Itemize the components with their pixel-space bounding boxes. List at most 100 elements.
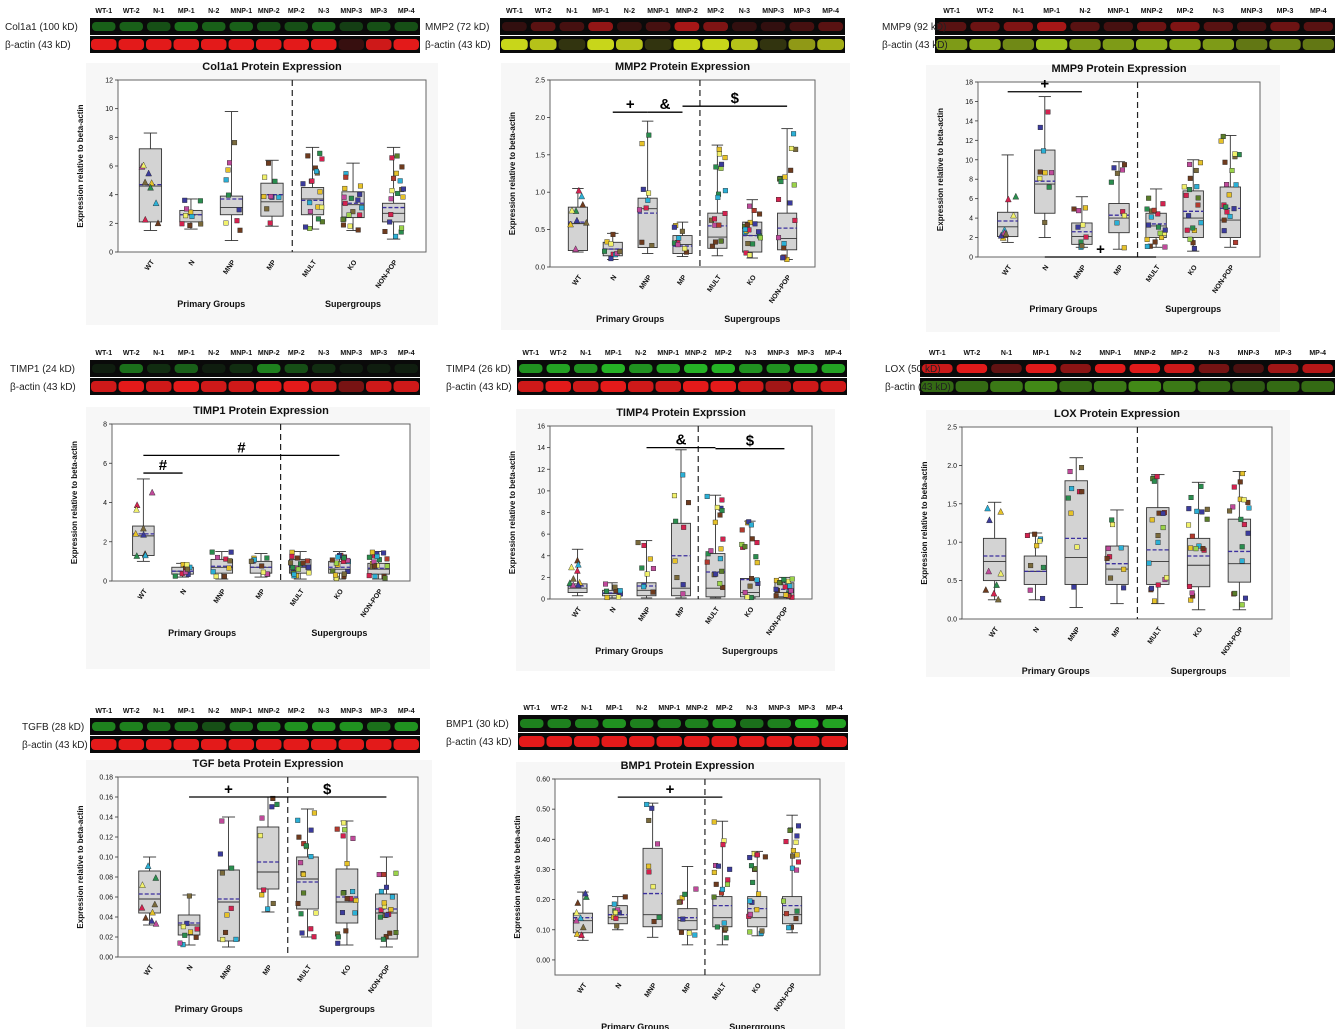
y-tick-label: 2 (541, 575, 545, 582)
blot-band (1303, 22, 1333, 31)
primary-groups-label: Primary Groups (168, 628, 236, 638)
data-point (617, 588, 623, 594)
data-point (644, 801, 650, 807)
blot-label: LOX (50 kD) (885, 364, 941, 375)
blot-band (656, 364, 680, 373)
data-point (1155, 582, 1161, 588)
lane-label: WT-1 (95, 350, 112, 357)
data-point (680, 582, 686, 588)
y-tick-label: 0.0 (535, 265, 545, 272)
actin-band (283, 739, 309, 750)
actin-band (393, 39, 419, 50)
data-point (679, 228, 685, 234)
data-point (721, 920, 727, 926)
y-tick-label: 4 (969, 216, 973, 223)
data-point (393, 930, 399, 936)
box-iqr (256, 826, 280, 890)
data-point (341, 571, 347, 577)
blot-band (202, 22, 226, 31)
data-point (1227, 213, 1233, 219)
data-point (1065, 495, 1071, 501)
data-point (693, 886, 699, 892)
data-point (602, 248, 608, 254)
actin-band (558, 39, 586, 50)
lane-label: MNP-3 (340, 708, 362, 715)
data-point (573, 908, 580, 916)
data-point (1160, 201, 1166, 207)
blot-band (1233, 364, 1264, 373)
data-point (304, 558, 310, 564)
data-point (641, 584, 647, 590)
data-point (1245, 530, 1251, 536)
blot-band (1267, 364, 1299, 373)
actin-label: β-actin (43 kD) (446, 737, 512, 748)
data-point (382, 575, 388, 581)
y-tick-label: 8 (109, 135, 113, 142)
blot-band (657, 719, 681, 728)
data-point (789, 865, 795, 871)
data-point (783, 839, 789, 845)
blot-band (712, 719, 736, 728)
lane-label: MP-2 (288, 350, 305, 357)
data-point (380, 936, 386, 942)
box-n: N (602, 581, 623, 614)
lane-label: MP-1 (592, 8, 609, 15)
lane-label: N-2 (208, 8, 219, 15)
data-point (997, 569, 1005, 577)
box-n: N (177, 893, 201, 972)
data-point (182, 932, 188, 938)
data-point (1199, 509, 1205, 515)
panel-bmp1: WT-1 WT-2 N-1 MP-1 N-2 MNP-1 MNP-2 MP-2 N-3 MNP-3… (446, 705, 848, 1029)
data-point (265, 160, 271, 166)
data-point (352, 910, 358, 916)
data-point (366, 573, 372, 579)
lane-label: WT-2 (123, 350, 140, 357)
lane-label: MNP-2 (685, 350, 707, 357)
data-point (704, 559, 710, 565)
box-iqr (712, 896, 733, 928)
blot-actin-band (90, 736, 420, 753)
data-point (711, 869, 717, 875)
actin-band (1002, 39, 1034, 50)
data-point (635, 540, 641, 546)
blot-band (147, 364, 171, 373)
lane-label: N-3 (1208, 350, 1219, 357)
data-point (610, 231, 616, 237)
box-n: N (179, 197, 204, 267)
box-mult: MULT (711, 819, 733, 1002)
data-point (226, 565, 232, 571)
lane-label: MP-3 (370, 8, 387, 15)
data-point (568, 563, 575, 571)
data-point (1237, 479, 1243, 485)
data-point (132, 529, 140, 537)
lane-label: N-2 (635, 350, 646, 357)
y-axis: 0 2 4 6 8 10 12 (105, 78, 118, 257)
data-point (720, 536, 726, 542)
y-tick-label: 16 (537, 424, 545, 431)
y-axis-label: Expression relative to beta-actin (76, 805, 85, 928)
data-point (152, 919, 160, 927)
data-point (639, 239, 645, 245)
blot-actin-band (90, 36, 420, 53)
data-point (346, 212, 352, 218)
data-point (267, 220, 273, 226)
significance-bar: & (647, 96, 683, 113)
data-point (1156, 224, 1162, 230)
data-point (227, 558, 233, 564)
blot-band (1203, 22, 1233, 31)
blot-band (92, 364, 116, 373)
data-point (739, 527, 745, 533)
y-axis-label: Expression relative to beta-actin (508, 112, 517, 235)
data-point (355, 197, 361, 203)
data-point (646, 817, 652, 823)
category-label: MP (266, 259, 278, 272)
data-point (298, 860, 304, 866)
data-point (1076, 208, 1082, 214)
data-point (574, 581, 582, 588)
y-tick-label: 2 (969, 235, 973, 242)
data-point (1232, 151, 1238, 157)
actin-band (759, 39, 787, 50)
blot-target-band (90, 18, 420, 35)
data-point (193, 934, 199, 940)
data-point (353, 897, 359, 903)
